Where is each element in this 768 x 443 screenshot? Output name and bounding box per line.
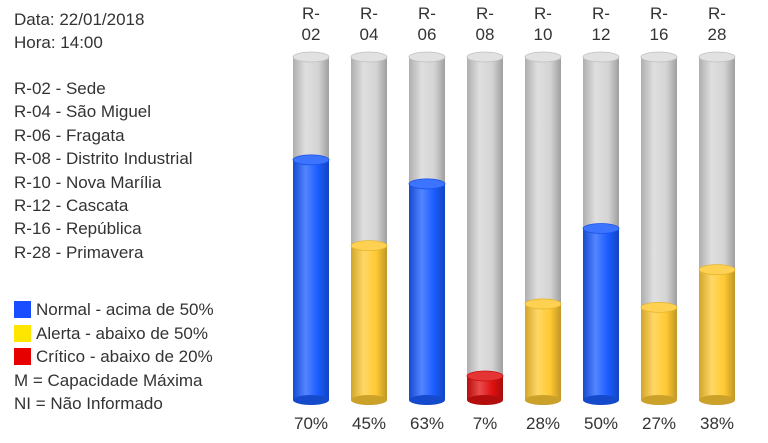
cylinder-top	[408, 51, 446, 63]
cylinder-top	[640, 51, 678, 63]
cylinder-r-06	[408, 51, 446, 405]
tick-label: R-08	[476, 4, 495, 44]
cylinder-top	[698, 51, 736, 63]
date-label: Data: 22/01/2018	[14, 10, 145, 29]
level-surface	[582, 223, 620, 234]
cylinder-top	[292, 51, 330, 63]
station-item: R-04 - São Miguel	[14, 102, 152, 122]
level-base	[641, 395, 677, 405]
value-label: 70%	[294, 414, 328, 433]
station-item: R-02 - Sede	[14, 79, 106, 98]
tick-label: R-06	[418, 4, 437, 44]
level-base	[583, 395, 619, 405]
tick-label: R-04	[360, 4, 379, 44]
cylinder-top	[466, 51, 504, 63]
tick-label: R-28	[708, 4, 727, 44]
station-item: R-12 - Cascata	[14, 196, 129, 216]
level-surface	[408, 178, 446, 190]
tick-label: R-10	[534, 4, 553, 44]
station-list: R-02 - Sede R-04 - São Miguel R-06 - Fra…	[14, 77, 193, 264]
cylinder-body	[467, 57, 503, 400]
legend-swatch-normal	[14, 301, 31, 319]
station-item: R-10 - Nova Marília	[14, 172, 162, 192]
level-surface	[698, 264, 736, 276]
legend-label: Alerta - abaixo de 50%	[36, 323, 208, 343]
level-base	[409, 395, 445, 405]
level-base	[351, 395, 387, 405]
station-item: R-16 - República	[14, 219, 142, 239]
legend-note-ni: NI = Não Informado	[14, 394, 163, 413]
cylinder-top	[524, 51, 562, 63]
legend-item-normal: Normal - acima de 50%	[14, 298, 214, 322]
station-item: R-28 - Primavera	[14, 242, 144, 262]
value-label: 27%	[642, 414, 676, 433]
cylinder-r-10	[524, 51, 562, 405]
cylinder-r-28	[698, 51, 736, 405]
header-info: Data: 22/01/2018 Hora: 14:00	[14, 8, 144, 54]
legend-swatch-critico	[14, 348, 31, 366]
level-bar	[351, 245, 387, 400]
value-label: 50%	[584, 414, 618, 433]
cylinder-r-12	[582, 51, 620, 405]
legend-item-critico: Crítico - abaixo de 20%	[14, 345, 214, 369]
legend: Normal - acima de 50% Alerta - abaixo de…	[14, 298, 214, 416]
cylinder-top	[582, 51, 620, 63]
tick-label: R-16	[650, 4, 669, 44]
level-bar	[699, 269, 735, 400]
time-label: Hora: 14:00	[14, 33, 103, 52]
level-base	[467, 395, 503, 405]
value-label: 28%	[526, 414, 560, 433]
cylinder-top	[350, 51, 388, 63]
legend-note-max: M = Capacidade Máxima	[14, 370, 203, 390]
level-surface	[524, 298, 562, 310]
legend-label: Crítico - abaixo de 20%	[36, 347, 213, 366]
cylinder-r-16	[640, 51, 678, 405]
cylinder-r-04	[350, 51, 388, 405]
legend-item-alerta: Alerta - abaixo de 50%	[14, 322, 214, 346]
level-surface	[292, 154, 330, 166]
level-surface	[466, 370, 504, 382]
legend-swatch-alerta	[14, 324, 31, 342]
tick-label: R-02	[302, 4, 321, 44]
cylinder-r-08	[466, 51, 504, 405]
level-bar	[525, 303, 561, 400]
level-bar	[409, 183, 445, 400]
level-bar	[583, 228, 619, 400]
tick-label: R-12	[592, 4, 611, 44]
level-bar	[293, 159, 329, 400]
level-surface	[640, 301, 678, 313]
level-base	[699, 395, 735, 405]
station-item: R-06 - Fragata	[14, 125, 125, 145]
cylinder-r-02	[292, 51, 330, 405]
value-label: 38%	[700, 414, 734, 433]
level-surface	[350, 240, 388, 252]
value-label: 63%	[410, 414, 444, 433]
station-item: R-08 - Distrito Industrial	[14, 149, 193, 169]
legend-label: Normal - acima de 50%	[36, 300, 214, 319]
level-base	[293, 395, 329, 405]
level-base	[525, 395, 561, 405]
level-bar	[641, 307, 677, 400]
value-label: 45%	[352, 414, 386, 433]
value-label: 7%	[473, 414, 498, 433]
